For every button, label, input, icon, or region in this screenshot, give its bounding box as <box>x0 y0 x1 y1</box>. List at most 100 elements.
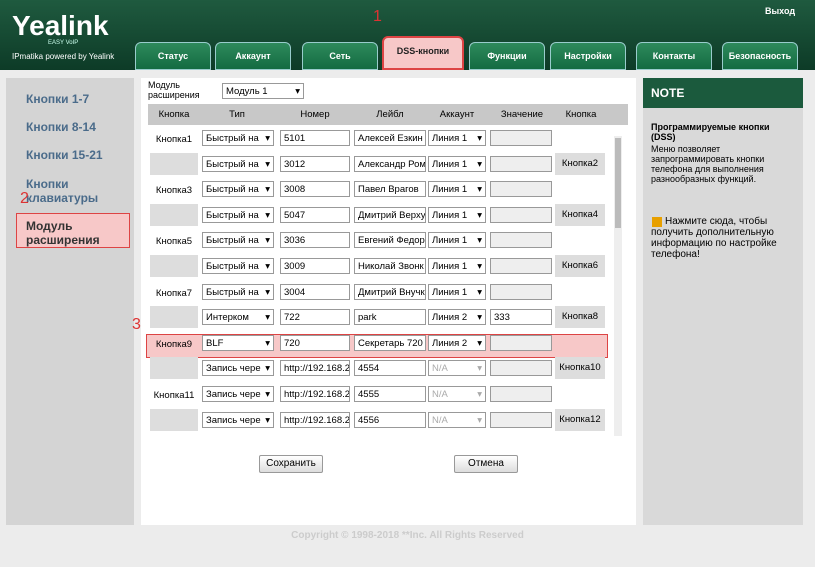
label-input[interactable]: 4554 <box>354 360 426 377</box>
type-select[interactable]: Запись чере <box>202 360 274 377</box>
account-select[interactable]: Линия 1 <box>428 181 486 198</box>
type-select[interactable]: Запись чере <box>202 411 274 428</box>
tab[interactable]: Функции <box>469 42 545 70</box>
sidebar-item[interactable]: Кнопки 8-14 <box>26 120 96 134</box>
number-input[interactable]: 3004 <box>280 283 350 300</box>
sidebar-item[interactable]: Кнопки 1-7 <box>26 92 90 106</box>
save-button[interactable]: Сохранить <box>259 455 323 473</box>
number-input[interactable]: 3012 <box>280 155 350 172</box>
module-select[interactable]: Модуль 1 <box>222 83 304 99</box>
value-input[interactable] <box>490 155 552 172</box>
number-input[interactable]: 3009 <box>280 258 350 274</box>
annotation: 3 <box>132 316 141 333</box>
key-label: Кнопка5 <box>155 236 193 248</box>
key-cell: Кнопка10 <box>555 357 605 380</box>
tab[interactable]: Сеть <box>302 42 378 70</box>
type-select[interactable]: Быстрый на <box>202 181 274 198</box>
value-input[interactable] <box>490 386 552 402</box>
type-select[interactable]: Быстрый на <box>202 206 274 223</box>
number-input[interactable]: 720 <box>280 334 350 351</box>
number-input[interactable]: 3008 <box>280 181 350 198</box>
logo-sub: EASY VoIP <box>48 40 79 46</box>
key-cell: Кнопка6 <box>555 255 605 277</box>
column-header: Кнопка <box>565 109 597 120</box>
label-input[interactable]: Дмитрий Внучк <box>354 283 426 300</box>
type-select[interactable]: Быстрый на <box>202 155 274 172</box>
note-heading: Программируемые кнопки (DSS) <box>651 122 770 142</box>
table-header <box>148 104 628 125</box>
value-input[interactable] <box>490 258 552 274</box>
tab[interactable]: Безопасность <box>722 42 798 70</box>
number-input[interactable]: http://192.168.2 <box>280 386 350 402</box>
account-select[interactable]: Линия 1 <box>428 206 486 223</box>
label-input[interactable]: Секретарь 720 <box>354 334 426 351</box>
value-input[interactable] <box>490 360 552 377</box>
key-cell: Кнопка4 <box>555 203 605 226</box>
type-select[interactable]: Быстрый на <box>202 283 274 300</box>
value-input[interactable] <box>490 283 552 300</box>
sidebar-item[interactable]: Кнопки клавиатуры <box>26 177 99 205</box>
label-input[interactable]: Павел Врагов <box>354 181 426 198</box>
label-input[interactable]: 4556 <box>354 411 426 428</box>
tab[interactable]: Настройки <box>550 42 626 70</box>
tab[interactable]: Аккаунт <box>215 42 291 70</box>
value-input[interactable]: 333 <box>490 309 552 326</box>
value-input[interactable] <box>490 130 552 146</box>
sidebar-item[interactable]: Кнопки 15-21 <box>26 148 103 162</box>
label-input[interactable]: park <box>354 309 426 326</box>
column-header: Лейбл <box>376 109 404 120</box>
label-input[interactable]: Александр Ром <box>354 155 426 172</box>
account-select[interactable]: N/A <box>428 411 486 428</box>
module-label: Модуль расширения <box>148 80 200 100</box>
account-select[interactable]: N/A <box>428 386 486 402</box>
label-input[interactable]: Николай Звонк <box>354 258 426 274</box>
type-select[interactable]: Быстрый на <box>202 258 274 274</box>
account-select[interactable]: Линия 2 <box>428 309 486 326</box>
key-cell: Кнопка8 <box>555 306 605 329</box>
tab[interactable]: Статус <box>135 42 211 70</box>
number-input[interactable]: http://192.168.2 <box>280 360 350 377</box>
key-cell <box>150 408 198 431</box>
value-input[interactable] <box>490 334 552 351</box>
type-select[interactable]: Быстрый на <box>202 232 274 249</box>
note-icon <box>652 217 662 227</box>
note-link[interactable]: Нажмите сюда, чтобы получить дополнитель… <box>651 216 777 260</box>
value-input[interactable] <box>490 232 552 249</box>
key-cell <box>150 357 198 380</box>
key-cell <box>150 255 198 277</box>
tab[interactable]: DSS-кнопки <box>382 36 464 70</box>
number-input[interactable]: 722 <box>280 309 350 326</box>
type-select[interactable]: Интерком <box>202 309 274 326</box>
column-header: Тип <box>229 109 245 120</box>
type-select[interactable]: BLF <box>202 334 274 351</box>
label-input[interactable]: Дмитрий Верху <box>354 206 426 223</box>
value-input[interactable] <box>490 411 552 428</box>
account-select[interactable]: N/A <box>428 360 486 377</box>
value-input[interactable] <box>490 206 552 223</box>
label-input[interactable]: 4555 <box>354 386 426 402</box>
type-select[interactable]: Запись чере <box>202 386 274 402</box>
account-select[interactable]: Линия 2 <box>428 334 486 351</box>
account-select[interactable]: Линия 1 <box>428 155 486 172</box>
number-input[interactable]: 5101 <box>280 130 350 146</box>
cancel-button[interactable]: Отмена <box>454 455 518 473</box>
account-select[interactable]: Линия 1 <box>428 130 486 146</box>
label-input[interactable]: Евгений Федор <box>354 232 426 249</box>
scroll-thumb[interactable] <box>615 138 621 228</box>
account-select[interactable]: Линия 1 <box>428 283 486 300</box>
tab[interactable]: Контакты <box>636 42 712 70</box>
value-input[interactable] <box>490 181 552 198</box>
logout[interactable]: Выход <box>765 6 796 16</box>
key-label: Кнопка9 <box>155 338 193 350</box>
number-input[interactable]: 5047 <box>280 206 350 223</box>
key-cell <box>150 152 198 175</box>
key-cell: Кнопка12 <box>555 408 605 431</box>
sidebar-item[interactable]: Модуль расширения <box>26 219 100 247</box>
number-input[interactable]: http://192.168.2 <box>280 411 350 428</box>
type-select[interactable]: Быстрый на <box>202 130 274 146</box>
account-select[interactable]: Линия 1 <box>428 258 486 274</box>
account-select[interactable]: Линия 1 <box>428 232 486 249</box>
number-input[interactable]: 3036 <box>280 232 350 249</box>
label-input[interactable]: Алексей Езкин <box>354 130 426 146</box>
